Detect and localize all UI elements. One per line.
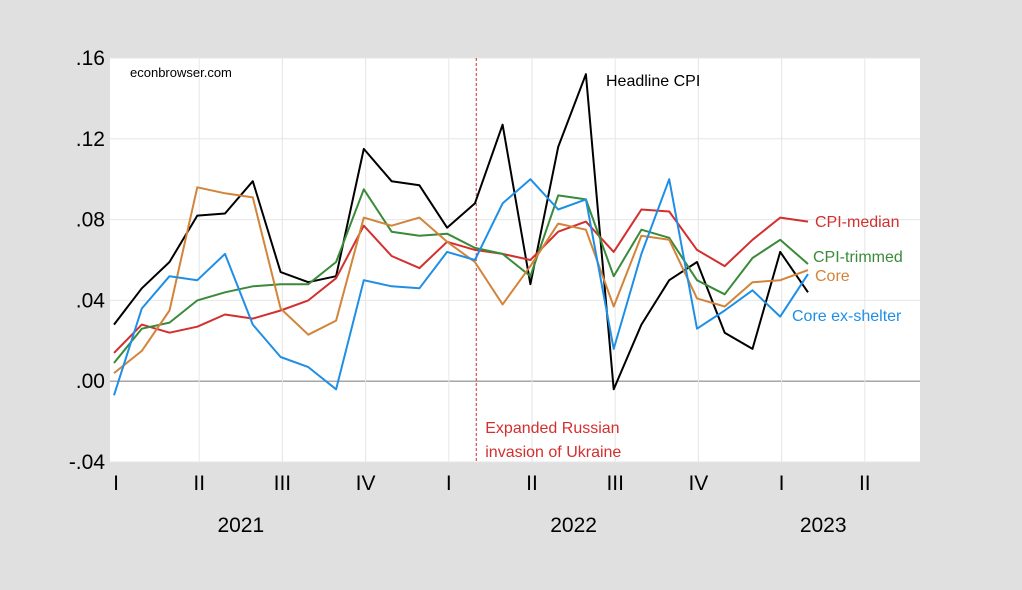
x-tick-label: II [526,472,538,495]
x-tick-label: II [859,472,871,495]
series-label-cpi-trimmed: CPI-trimmed [813,249,903,266]
invasion-annotation: Expanded Russian invasion of Ukraine [475,58,621,462]
x-tick-label: III [274,472,292,495]
series-line-core-ex-shelter [113,178,809,396]
x-tick-label: IV [688,472,708,495]
y-tick-label: .12 [76,128,105,151]
x-tick-label: III [606,472,624,495]
x-axis-ticks: I II III IV I II III IV I II [113,472,871,495]
x-tick-label: II [193,472,205,495]
series-label-cpi-median: CPI-median [815,214,899,231]
series-line-headline-cpi [113,73,809,391]
y-tick-label: .04 [76,289,106,312]
series-label-core-ex-shelter: Core ex-shelter [792,308,902,325]
x-tick-label: I [779,472,785,495]
x-tick-label: I [446,472,452,495]
series-line-cpi-median [113,208,809,354]
x-tick-label: IV [356,472,376,495]
y-tick-label: .08 [76,209,105,232]
annotation-text: invasion of Ukraine [485,444,621,461]
y-axis-ticks: .16 .12 .08 .04 .00 -.04 [69,47,106,474]
series-lines [113,73,809,396]
y-tick-label: -.04 [69,451,106,474]
gridlines [110,57,920,463]
year-label: 2023 [800,514,847,537]
x-tick-label: I [113,472,119,495]
source-label: econbrowser.com [130,65,232,80]
series-line-core [113,186,809,374]
year-label: 2021 [217,514,264,537]
series-label-core: Core [815,268,850,285]
year-label: 2022 [550,514,597,537]
y-tick-label: .00 [76,370,105,393]
series-line-cpi-trimmed [113,188,809,364]
plot-area [110,58,920,462]
series-labels: Headline CPI CPI-median CPI-trimmed Core Cor… [606,73,903,325]
year-labels: 2021 2022 2023 [217,514,846,537]
series-label-headline-cpi: Headline CPI [606,73,700,90]
annotation-text: Expanded Russian [485,420,619,437]
y-tick-label: .16 [76,47,105,70]
